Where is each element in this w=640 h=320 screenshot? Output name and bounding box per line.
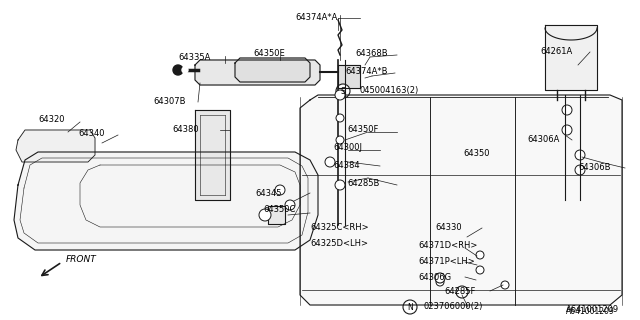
Text: 64285F: 64285F <box>444 286 476 295</box>
Polygon shape <box>14 152 318 250</box>
Text: 64261A: 64261A <box>540 47 572 57</box>
Text: A641001209: A641001209 <box>566 306 619 315</box>
Circle shape <box>259 209 271 221</box>
Text: 64384: 64384 <box>333 162 360 171</box>
Text: 64350C: 64350C <box>263 205 296 214</box>
Text: 64325D<LH>: 64325D<LH> <box>310 238 368 247</box>
Text: 64345: 64345 <box>255 188 282 197</box>
Circle shape <box>173 65 183 75</box>
Text: 64350F: 64350F <box>347 125 378 134</box>
Circle shape <box>335 180 345 190</box>
Polygon shape <box>195 110 230 200</box>
Text: A641001209: A641001209 <box>566 308 615 316</box>
Circle shape <box>575 150 585 160</box>
Circle shape <box>336 84 350 98</box>
Circle shape <box>575 165 585 175</box>
Text: 64335A: 64335A <box>178 53 211 62</box>
Circle shape <box>562 105 572 115</box>
Polygon shape <box>545 25 597 90</box>
Circle shape <box>562 125 572 135</box>
Text: 64300J: 64300J <box>333 143 362 153</box>
Circle shape <box>436 278 444 286</box>
Circle shape <box>285 200 295 210</box>
Circle shape <box>336 136 344 144</box>
Circle shape <box>456 286 468 298</box>
Text: 64350E: 64350E <box>253 49 285 58</box>
Text: 64374A*B: 64374A*B <box>345 68 387 76</box>
Text: 64306A: 64306A <box>527 135 559 145</box>
Text: 64374A*A: 64374A*A <box>295 13 337 22</box>
Polygon shape <box>300 95 622 305</box>
Text: 64371P<LH>: 64371P<LH> <box>418 257 475 266</box>
Text: 64306B: 64306B <box>578 164 611 172</box>
Text: 64306G: 64306G <box>418 273 451 282</box>
Circle shape <box>335 90 345 100</box>
Text: 64368B: 64368B <box>355 49 388 58</box>
Polygon shape <box>268 206 285 224</box>
Circle shape <box>182 67 188 73</box>
Text: 64380: 64380 <box>172 125 198 134</box>
Text: 64371D<RH>: 64371D<RH> <box>418 242 477 251</box>
Text: 64330: 64330 <box>435 223 461 233</box>
Text: 64307B: 64307B <box>153 98 186 107</box>
Circle shape <box>476 266 484 274</box>
Text: 64340: 64340 <box>78 129 104 138</box>
Text: 64325C<RH>: 64325C<RH> <box>310 223 369 233</box>
Circle shape <box>275 185 285 195</box>
Polygon shape <box>195 60 320 85</box>
Circle shape <box>403 300 417 314</box>
Text: 64285B: 64285B <box>347 179 380 188</box>
Circle shape <box>325 157 335 167</box>
Text: S: S <box>340 86 346 95</box>
Text: 023706000(2): 023706000(2) <box>423 302 483 311</box>
Circle shape <box>501 281 509 289</box>
Text: 64320: 64320 <box>38 116 65 124</box>
Text: FRONT: FRONT <box>66 255 97 265</box>
Polygon shape <box>338 65 360 88</box>
Circle shape <box>435 273 445 283</box>
Circle shape <box>336 114 344 122</box>
Text: 64350: 64350 <box>463 148 490 157</box>
Text: N: N <box>407 302 413 311</box>
Polygon shape <box>16 130 95 162</box>
Polygon shape <box>235 58 310 82</box>
Text: 045004163(2): 045004163(2) <box>360 86 419 95</box>
Circle shape <box>476 251 484 259</box>
